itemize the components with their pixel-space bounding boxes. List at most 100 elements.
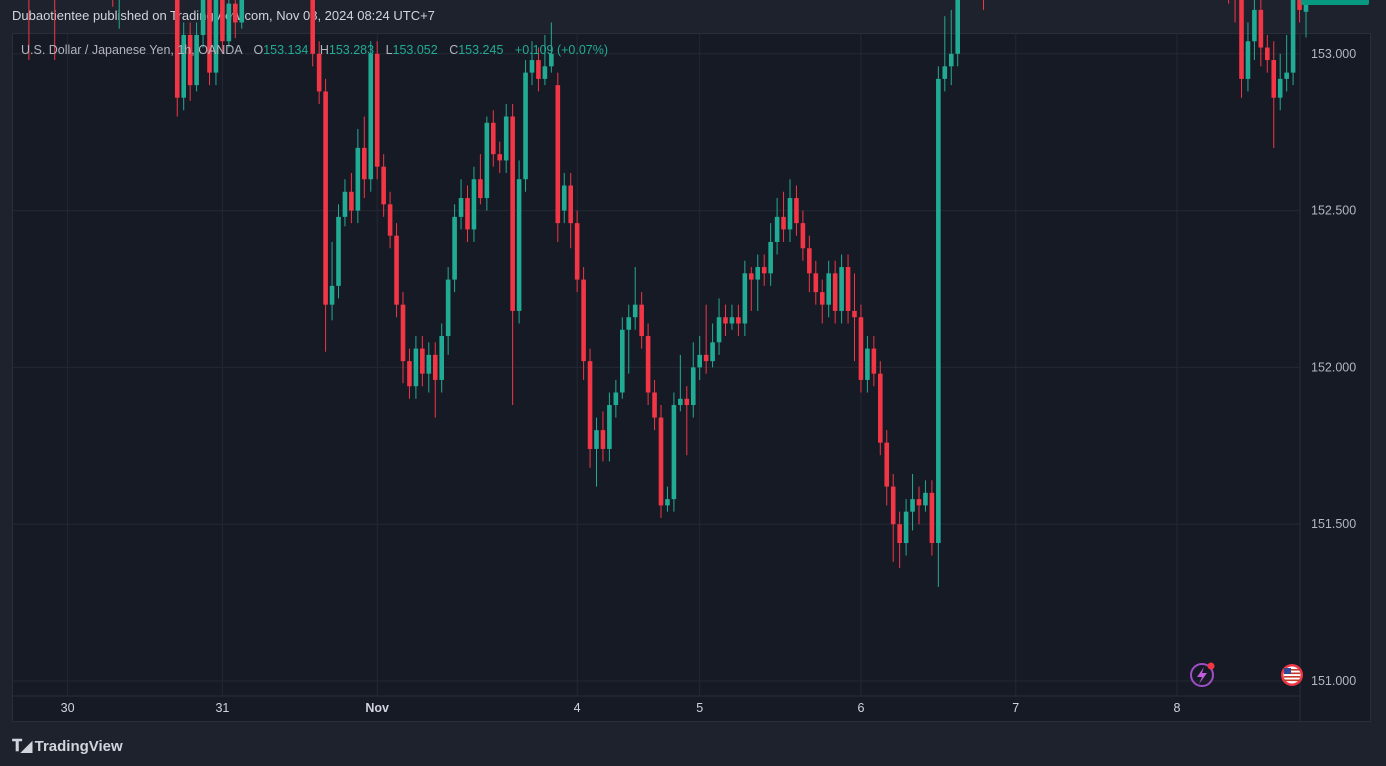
candle-body: [755, 267, 761, 280]
candle-body: [839, 267, 844, 311]
candle-body: [594, 430, 599, 449]
candle-body: [665, 499, 670, 506]
open-label: O: [253, 43, 264, 57]
candle-body: [316, 53, 322, 92]
low-label: L: [385, 43, 393, 57]
candle-body: [607, 405, 612, 449]
candle-body: [652, 392, 657, 418]
candle-body: [626, 317, 632, 330]
candle-body: [1245, 41, 1251, 79]
candle-body: [581, 279, 586, 362]
flag-stripe: [1284, 672, 1300, 675]
candle-body: [181, 34, 186, 98]
candle-body: [220, 0, 225, 42]
candle-body: [400, 304, 406, 362]
chart-overlay: 151.000151.500152.000152.500153.000153.5…: [61, 0, 1369, 715]
candle-body: [794, 198, 799, 224]
candle-body: [768, 241, 773, 274]
candle-body: [432, 354, 438, 380]
flag-stripe: [1284, 669, 1300, 671]
tradingview-logo[interactable]: 𝐓◢ TradingView: [12, 736, 123, 756]
low-value: 153.052: [392, 43, 438, 57]
candle-body: [955, 0, 960, 54]
candle-body: [1290, 0, 1296, 73]
candle-body: [413, 348, 419, 387]
candle-body: [336, 216, 341, 286]
y-tick-label: 153.000: [1311, 47, 1356, 61]
candle-body: [890, 486, 896, 525]
candle-body: [387, 204, 393, 236]
y-tick-label: 152.500: [1311, 204, 1356, 218]
candle-body: [523, 72, 528, 180]
candle-body: [445, 279, 451, 337]
candle-body: [600, 430, 606, 449]
flag-canton: [1284, 668, 1291, 674]
chart-grid: [13, 34, 1301, 722]
open-value: 153.134: [263, 43, 309, 57]
candle-body: [761, 267, 767, 274]
candle-body: [200, 0, 206, 35]
candle-body: [1239, 0, 1244, 79]
lightning-icon[interactable]: [1190, 662, 1215, 687]
candle-body: [194, 34, 199, 86]
x-tick-label: 6: [857, 701, 864, 715]
candle-body: [910, 499, 915, 512]
candle-body: [213, 0, 219, 73]
candle-body: [407, 361, 412, 387]
candle-body: [561, 185, 567, 211]
candle-body: [439, 336, 444, 380]
candle-body: [529, 60, 535, 73]
candle-body: [381, 166, 386, 205]
candles-layer: [28, 0, 1309, 587]
us-flag-icon[interactable]: [1281, 664, 1303, 686]
candle-body: [749, 273, 754, 280]
candle-body: [878, 373, 883, 443]
candle-body: [458, 198, 464, 217]
candle-body: [671, 405, 677, 500]
high-label: H: [319, 43, 329, 57]
candle-body: [852, 310, 857, 318]
candle-body: [587, 361, 593, 449]
candle-body: [342, 191, 348, 217]
candle-body: [729, 317, 735, 324]
ohlc-legend: U.S. Dollar / Japanese Yen, 1h, OANDA O1…: [21, 43, 608, 57]
candle-body: [819, 292, 825, 305]
tv-logo-icon: 𝐓◢: [12, 738, 33, 755]
high-value: 153.283: [328, 43, 375, 57]
y-tick-label: 151.500: [1311, 517, 1356, 531]
close-label: C: [449, 43, 459, 57]
candle-body: [645, 336, 651, 393]
last-price-tag: [1301, 0, 1369, 5]
candle-body: [658, 417, 664, 506]
candle-body: [226, 3, 232, 42]
candle-body: [310, 0, 315, 54]
candle-body: [787, 198, 793, 230]
candle-body: [1277, 78, 1283, 98]
candle-body: [1284, 72, 1289, 79]
candle-body: [884, 442, 890, 487]
lightning-icon-ring: [1190, 663, 1214, 687]
candle-body: [948, 53, 954, 67]
candle-body: [510, 116, 515, 311]
candle-body: [478, 179, 483, 199]
candle-body: [491, 122, 496, 155]
candle-body: [1252, 9, 1257, 42]
countdown-label: 35:21: [1311, 0, 1342, 1]
candle-body: [736, 317, 741, 324]
candle-body: [632, 304, 638, 318]
candle-body: [368, 53, 374, 180]
candle-body: [465, 198, 470, 230]
close-value: 153.245: [458, 43, 504, 57]
y-tick-label: 151.000: [1311, 674, 1356, 688]
candle-body: [897, 524, 902, 544]
candle-body: [620, 329, 625, 393]
alert-dot: [1207, 662, 1215, 670]
candle-body: [613, 392, 619, 406]
candle-body: [568, 185, 573, 224]
candle-body: [678, 398, 683, 406]
candle-body: [549, 53, 554, 67]
candle-body: [484, 122, 490, 199]
candle-body: [503, 116, 509, 161]
candle-body: [542, 66, 548, 79]
